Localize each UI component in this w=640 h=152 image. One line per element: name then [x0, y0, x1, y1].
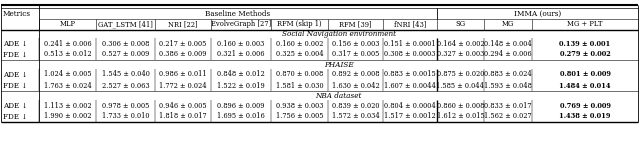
Text: 0.870 ± 0.008: 0.870 ± 0.008 — [276, 71, 323, 78]
Text: 0.986 ± 0.011: 0.986 ± 0.011 — [159, 71, 207, 78]
Text: 0.804 ± 0.0004: 0.804 ± 0.0004 — [384, 102, 436, 109]
Text: Metrics: Metrics — [3, 9, 31, 17]
Text: 0.325 ± 0.004: 0.325 ± 0.004 — [276, 50, 323, 59]
Text: 1.517 ± 0.0012: 1.517 ± 0.0012 — [384, 112, 436, 121]
Text: 0.527 ± 0.009: 0.527 ± 0.009 — [102, 50, 149, 59]
Text: FDE ↓: FDE ↓ — [3, 112, 28, 121]
Text: 0.294 ± 0.006: 0.294 ± 0.006 — [484, 50, 532, 59]
Text: Social Navigation environment: Social Navigation environment — [282, 30, 396, 38]
Text: 0.801 ± 0.009: 0.801 ± 0.009 — [559, 71, 611, 78]
Text: 0.833 ± 0.017: 0.833 ± 0.017 — [484, 102, 532, 109]
Text: 1.113 ± 0.002: 1.113 ± 0.002 — [44, 102, 92, 109]
Text: 1.024 ± 0.005: 1.024 ± 0.005 — [44, 71, 92, 78]
Text: 0.160 ± 0.002: 0.160 ± 0.002 — [276, 40, 323, 47]
Text: 1.593 ± 0.048: 1.593 ± 0.048 — [484, 81, 532, 90]
Text: 1.438 ± 0.019: 1.438 ± 0.019 — [559, 112, 611, 121]
Text: 0.978 ± 0.005: 0.978 ± 0.005 — [102, 102, 149, 109]
Text: NRI [22]: NRI [22] — [168, 21, 198, 29]
Text: 1.522 ± 0.019: 1.522 ± 0.019 — [217, 81, 265, 90]
Text: FDE ↓: FDE ↓ — [3, 81, 28, 90]
Text: 1.562 ± 0.027: 1.562 ± 0.027 — [484, 112, 532, 121]
Text: 0.306 ± 0.008: 0.306 ± 0.008 — [102, 40, 149, 47]
Text: 0.317 ± 0.005: 0.317 ± 0.005 — [332, 50, 379, 59]
Text: 0.160 ± 0.003: 0.160 ± 0.003 — [218, 40, 265, 47]
Text: 1.612 ± 0.015: 1.612 ± 0.015 — [436, 112, 484, 121]
Text: 0.875 ± 0.020: 0.875 ± 0.020 — [437, 71, 484, 78]
Text: GAT_LSTM [41]: GAT_LSTM [41] — [98, 21, 153, 29]
Text: 0.164 ± 0.002: 0.164 ± 0.002 — [436, 40, 484, 47]
Text: 1.484 ± 0.014: 1.484 ± 0.014 — [559, 81, 611, 90]
Text: 0.321 ± 0.006: 0.321 ± 0.006 — [217, 50, 265, 59]
Text: 1.818 ± 0.017: 1.818 ± 0.017 — [159, 112, 207, 121]
Text: 0.946 ± 0.005: 0.946 ± 0.005 — [159, 102, 207, 109]
Text: 1.585 ± 0.044: 1.585 ± 0.044 — [436, 81, 484, 90]
Text: 1.630 ± 0.042: 1.630 ± 0.042 — [332, 81, 380, 90]
Text: 1.607 ± 0.0044: 1.607 ± 0.0044 — [384, 81, 436, 90]
Text: 1.572 ± 0.034: 1.572 ± 0.034 — [332, 112, 380, 121]
Text: PHAISE: PHAISE — [324, 61, 353, 69]
Text: MG: MG — [502, 21, 514, 29]
Text: 1.545 ± 0.040: 1.545 ± 0.040 — [102, 71, 149, 78]
Text: 1.733 ± 0.010: 1.733 ± 0.010 — [102, 112, 149, 121]
Text: 0.148 ± 0.004: 0.148 ± 0.004 — [484, 40, 532, 47]
Text: MLP: MLP — [60, 21, 76, 29]
Text: ADE ↓: ADE ↓ — [3, 102, 28, 109]
Text: 0.938 ± 0.003: 0.938 ± 0.003 — [276, 102, 323, 109]
Text: 0.883 ± 0.024: 0.883 ± 0.024 — [484, 71, 532, 78]
Text: 0.848 ± 0.012: 0.848 ± 0.012 — [217, 71, 265, 78]
Text: 1.581 ± 0.030: 1.581 ± 0.030 — [276, 81, 323, 90]
Text: 0.156 ± 0.003: 0.156 ± 0.003 — [332, 40, 380, 47]
Text: ADE ↓: ADE ↓ — [3, 71, 28, 78]
Text: 0.308 ± 0.0003: 0.308 ± 0.0003 — [384, 50, 436, 59]
Text: 1.772 ± 0.024: 1.772 ± 0.024 — [159, 81, 207, 90]
Text: 0.327 ± 0.003: 0.327 ± 0.003 — [437, 50, 484, 59]
Text: 0.769 ± 0.009: 0.769 ± 0.009 — [559, 102, 611, 109]
Text: 1.990 ± 0.002: 1.990 ± 0.002 — [44, 112, 92, 121]
Text: fNRI [43]: fNRI [43] — [394, 21, 426, 29]
Text: MG + PLT: MG + PLT — [567, 21, 603, 29]
Text: 0.241 ± 0.006: 0.241 ± 0.006 — [44, 40, 92, 47]
Text: 1.763 ± 0.024: 1.763 ± 0.024 — [44, 81, 92, 90]
Text: 0.892 ± 0.008: 0.892 ± 0.008 — [332, 71, 380, 78]
Text: ADE ↓: ADE ↓ — [3, 40, 28, 47]
Text: RFM (skip 1): RFM (skip 1) — [277, 21, 322, 29]
Text: 1.756 ± 0.005: 1.756 ± 0.005 — [276, 112, 323, 121]
Text: 0.151 ± 0.0001: 0.151 ± 0.0001 — [384, 40, 436, 47]
Text: 1.695 ± 0.016: 1.695 ± 0.016 — [217, 112, 265, 121]
Text: 0.860 ± 0.008: 0.860 ± 0.008 — [437, 102, 484, 109]
Text: 0.839 ± 0.020: 0.839 ± 0.020 — [332, 102, 380, 109]
Text: 0.896 ± 0.009: 0.896 ± 0.009 — [217, 102, 265, 109]
Text: RFM [39]: RFM [39] — [339, 21, 372, 29]
Text: IMMA (ours): IMMA (ours) — [514, 9, 561, 17]
Text: EvolveGraph [27]: EvolveGraph [27] — [211, 21, 271, 29]
Text: 0.513 ± 0.012: 0.513 ± 0.012 — [44, 50, 92, 59]
Text: NBA dataset: NBA dataset — [316, 92, 362, 100]
Text: 2.527 ± 0.063: 2.527 ± 0.063 — [102, 81, 149, 90]
Text: SG: SG — [456, 21, 465, 29]
Text: 0.139 ± 0.001: 0.139 ± 0.001 — [559, 40, 611, 47]
Text: 0.386 ± 0.009: 0.386 ± 0.009 — [159, 50, 207, 59]
Text: 0.883 ± 0.0015: 0.883 ± 0.0015 — [384, 71, 436, 78]
Text: Baseline Methods: Baseline Methods — [205, 9, 271, 17]
Text: 0.217 ± 0.005: 0.217 ± 0.005 — [159, 40, 207, 47]
Text: FDE ↓: FDE ↓ — [3, 50, 28, 59]
Text: 0.279 ± 0.002: 0.279 ± 0.002 — [559, 50, 611, 59]
